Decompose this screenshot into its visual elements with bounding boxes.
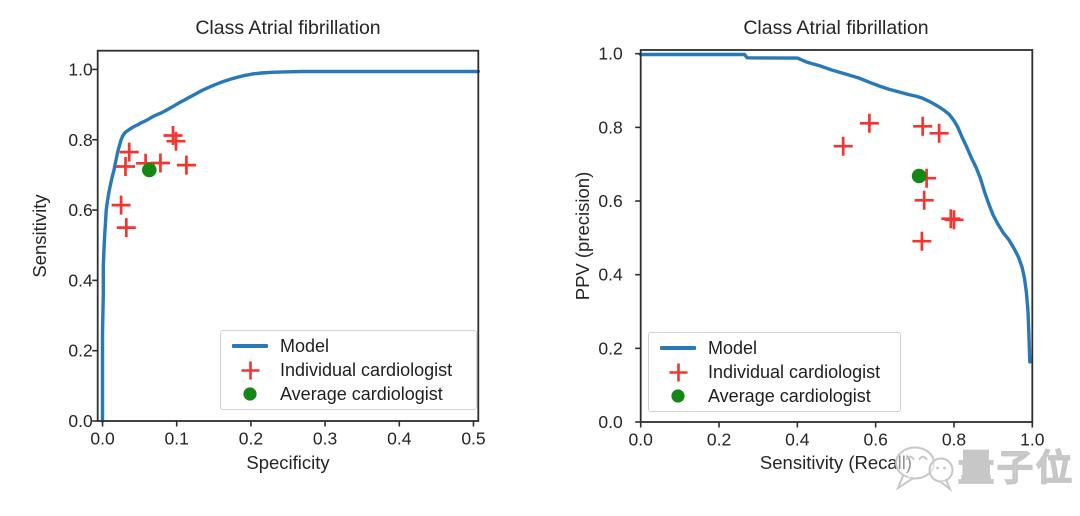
circle-marker-icon [227,385,273,403]
legend: Model Individual cardiologist Average ca… [220,330,477,410]
y-tick-label: 1.0 [598,44,623,64]
legend-item-model: Model [655,336,892,360]
x-tick-label: 0.5 [461,429,485,449]
y-tick-label: 0.2 [598,338,622,358]
average-cardiologist-point [142,162,157,178]
chart-title: Class Atrial fibrillation [195,17,381,39]
x-axis-label: Sensitivity (Recall) [759,452,913,473]
plot-border [96,49,480,422]
model-line-icon [655,346,701,350]
x-tick-label: 0.4 [387,429,412,449]
precision-recall-chart: 0.0 0.2 0.4 0.6 0.8 1.0 0.0 0.2 0.4 0.6 0.8 1.0 Cla… [540,0,1080,516]
individual-cardiologist-point [111,195,131,215]
qbitai-logo-icon [895,446,954,493]
x-tick-label: 0.3 [313,429,337,449]
circle-marker-icon [655,387,701,405]
individual-cardiologist-point [929,123,949,143]
individual-cardiologist-point [150,153,170,173]
y-tick-label: 0.4 [598,265,623,285]
individual-cardiologist-point [116,157,135,176]
x-tick-label: 0.6 [863,430,887,450]
pr-plot-area: 0.0 0.2 0.4 0.6 0.8 1.0 0.0 0.2 0.4 0.6 0.8 1.0 [598,44,1045,450]
model-curve [100,69,480,423]
roc-plot-area: 0.0 0.1 0.2 0.3 0.4 0.5 0.0 0.2 0.4 0.6 0.8 1.0 [68,49,486,449]
y-axis-label: PPV (precision) [572,171,593,301]
individual-cardiologist-point [119,142,139,162]
legend-label-model: Model [280,335,330,356]
y-tick-label: 0.2 [68,341,92,361]
plot-border [639,49,1034,423]
y-tick-label: 0.8 [598,117,622,137]
y-tick-label: 0.8 [68,130,92,150]
x-axis-label: Specificity [246,452,330,473]
y-tick-label: 0.6 [68,200,92,220]
x-tick-label: 0.4 [785,430,810,450]
individual-cardiologist-point [833,136,853,156]
legend-label-individual-cardiologist: Individual cardiologist [708,361,881,382]
average-cardiologist-point [911,168,927,184]
model-line-icon [227,344,273,348]
legend-item-average-cardiologist: Average cardiologist [227,382,468,406]
individual-cardiologist-point [913,116,933,136]
legend-item-model: Model [227,334,468,358]
x-tick-label: 0.2 [707,430,731,450]
legend-item-individual-cardiologist: Individual cardiologist [227,358,468,382]
legend-label-individual-cardiologist: Individual cardiologist [280,359,453,380]
x-tick-label: 0.2 [239,429,263,449]
x-tick-label: 1.0 [1020,430,1045,450]
legend-item-individual-cardiologist: Individual cardiologist [655,360,892,384]
individual-cardiologist-point [914,190,934,210]
y-tick-label: 0.4 [68,270,93,290]
legend-item-average-cardiologist: Average cardiologist [655,384,892,408]
y-tick-label: 0.0 [598,412,623,432]
individual-cardiologist-point [859,113,879,133]
y-tick-label: 0.6 [598,191,622,211]
y-tick-label: 0.0 [68,411,93,431]
plus-marker-icon [227,359,273,382]
x-tick-label: 0.0 [629,430,654,450]
individual-cardiologist-point [912,231,932,251]
x-tick-label: 0.0 [90,429,115,449]
y-tick-label: 1.0 [68,59,93,79]
x-tick-label: 0.8 [942,430,966,450]
individual-cardiologist-point [176,155,196,175]
plus-marker-icon [655,361,701,384]
roc-chart: 0.0 0.1 0.2 0.3 0.4 0.5 0.0 0.2 0.4 0.6 0.8 1.0 Cla… [29,17,486,473]
individual-cardiologist-point [944,210,964,230]
model-curve [639,52,1032,364]
individual-cardiologist-point [116,218,136,238]
watermark-text: 量子位 [957,446,1076,489]
chart-title: Class Atrial fibrillation [743,17,929,39]
legend-label-model: Model [708,337,758,358]
qbitai-watermark: 量子位 [892,442,1075,494]
legend-label-average-cardiologist: Average cardiologist [708,385,871,406]
individual-cardiologist-point [166,131,186,151]
legend-label-average-cardiologist: Average cardiologist [280,383,443,404]
legend: Model Individual cardiologist Average ca… [648,332,901,412]
x-tick-label: 0.1 [165,429,189,449]
y-axis-label: Sensitivity [29,194,50,278]
